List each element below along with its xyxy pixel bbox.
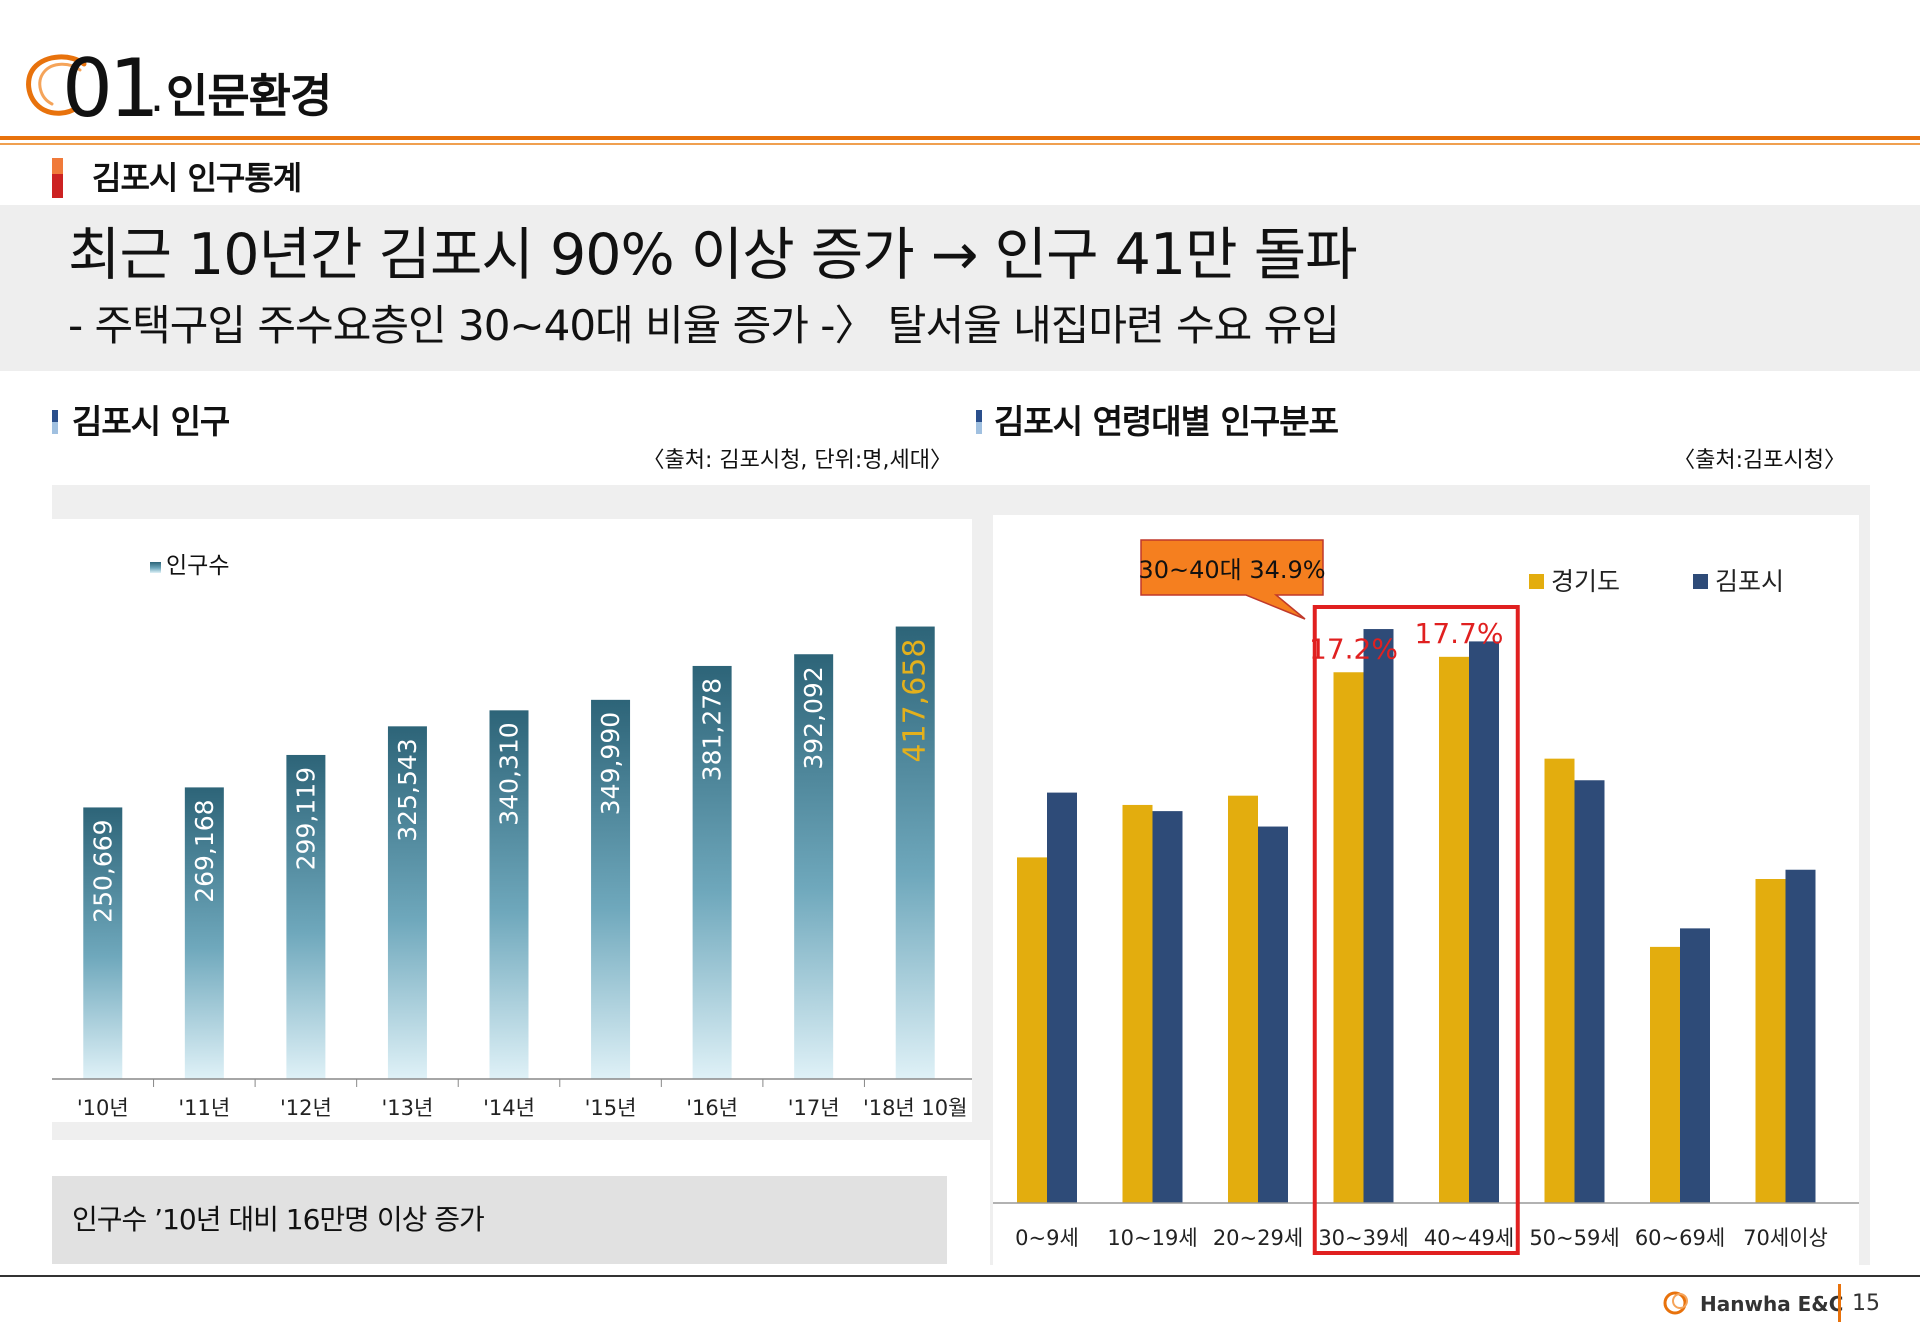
bar-value-label: 269,168	[190, 799, 219, 902]
right-panel-title: 김포시 연령대별 인구분포	[994, 402, 1339, 441]
legend-label: 김포시	[1715, 567, 1784, 596]
chart-frame	[972, 485, 990, 1140]
age-bar-gyeonggi	[1333, 672, 1364, 1203]
chart-frame	[52, 1122, 990, 1140]
population-bar	[489, 710, 529, 1079]
age-bar-gimpo	[1363, 629, 1394, 1203]
bar-value-label: 250,669	[88, 819, 117, 922]
x-tick-label: '16년	[686, 1096, 738, 1120]
value-annotation: 17.2%	[1309, 632, 1398, 665]
legend-swatch	[1529, 574, 1544, 589]
panel-marker-lower	[976, 422, 982, 434]
sub-heading: 김포시 인구통계	[92, 159, 302, 197]
headline-subline: - 주택구입 주수요층인 30~40대 비율 증가 -〉 탈서울 내집마련 수요…	[68, 301, 1340, 350]
age-bar-gyeonggi	[1228, 795, 1258, 1203]
bar-value-label: 417,658	[898, 639, 933, 763]
x-tick-label: '12년	[280, 1096, 332, 1120]
x-tick-label: '11년	[178, 1096, 230, 1120]
section-number: 01	[62, 42, 160, 135]
age-distribution-chart: 경기도 김포시 0~9세 10~19세 20~29세 30~39세 40~49세 50~59…	[993, 515, 1859, 1265]
panel-marker-lower	[52, 422, 58, 434]
age-bar-gimpo	[1469, 641, 1499, 1203]
age-bar-gyeonggi	[1439, 656, 1469, 1203]
section-dot: .	[150, 71, 164, 122]
population-bar	[286, 754, 326, 1079]
x-tick-label: '13년	[382, 1096, 434, 1120]
population-bar-chart: 인구수 250,669 269,168 299,119 325,543 340,310 3…	[52, 519, 972, 1122]
age-bar-gyeonggi	[1122, 804, 1153, 1203]
population-bar	[387, 726, 427, 1079]
age-bar-gyeonggi	[1755, 879, 1786, 1203]
age-bar-gyeonggi	[1017, 857, 1047, 1203]
callout-label: 30~40대 34.9%	[1138, 556, 1325, 584]
x-tick-label: '17년	[788, 1096, 840, 1120]
bar-value-label: 299,119	[291, 767, 320, 870]
chart-legend: 인구수	[150, 553, 229, 579]
panel-marker	[52, 410, 58, 422]
x-tick-label: 0~9세	[1015, 1226, 1079, 1250]
right-panel-source: 〈출처:김포시청〉	[1673, 448, 1846, 473]
x-tick-label: '10년	[77, 1096, 129, 1120]
highlight-box	[1312, 605, 1520, 1255]
age-bar-gimpo	[1574, 780, 1605, 1203]
bar-value-label: 349,990	[596, 712, 625, 815]
population-bar	[83, 807, 123, 1079]
bar-value-label: 325,543	[393, 738, 422, 841]
population-bar	[794, 654, 834, 1079]
x-tick-label: 20~29세	[1213, 1226, 1303, 1250]
sub-heading-marker	[52, 158, 63, 174]
age-bar-gimpo	[1152, 811, 1183, 1203]
bar-value-label: 392,092	[799, 666, 828, 769]
section-title: 인문환경	[166, 69, 332, 123]
panel-marker	[976, 410, 982, 422]
population-bar	[895, 626, 935, 1079]
footer-brand: Hanwha E&C	[1700, 1292, 1844, 1316]
header-rule-thin	[0, 143, 1920, 145]
callout-box	[1140, 539, 1324, 620]
bar-value-label: 340,310	[495, 722, 524, 825]
sub-heading-marker-lower	[52, 174, 63, 198]
age-bar-gimpo	[1047, 792, 1077, 1203]
population-bar	[184, 787, 224, 1079]
age-bar-gyeonggi	[1544, 758, 1575, 1203]
headline-banner	[0, 205, 1920, 371]
x-tick-label: 70세이상	[1743, 1226, 1828, 1250]
value-annotation: 17.7%	[1415, 617, 1504, 650]
x-tick-label: 10~19세	[1107, 1226, 1197, 1250]
footer-divider	[1838, 1284, 1841, 1322]
population-bar	[591, 699, 631, 1079]
population-bar	[692, 665, 732, 1079]
legend-swatch	[1693, 574, 1708, 589]
age-bar-gimpo	[1258, 826, 1288, 1203]
age-bar-gimpo	[1680, 928, 1710, 1203]
age-bar-gyeonggi	[1650, 946, 1680, 1203]
x-tick-label: '18년 10월	[863, 1096, 968, 1120]
hanwha-logo-icon	[1663, 1291, 1688, 1315]
legend-label: 경기도	[1551, 567, 1620, 596]
footer-rule	[0, 1275, 1920, 1277]
x-tick-label: '15년	[585, 1096, 637, 1120]
legend-swatch	[150, 562, 161, 573]
x-tick-label: 40~49세	[1424, 1226, 1514, 1250]
x-tick-label: 50~59세	[1529, 1226, 1619, 1250]
age-bar-gimpo	[1785, 869, 1816, 1203]
x-tick-label: 30~39세	[1318, 1226, 1408, 1250]
chart-frame	[52, 485, 972, 519]
note-text: 인구수 ’10년 대비 16만명 이상 증가	[72, 1203, 485, 1236]
legend-label: 인구수	[166, 553, 229, 579]
headline: 최근 10년간 김포시 90% 이상 증가 → 인구 41만 돌파	[68, 222, 1358, 288]
bar-value-label: 381,278	[698, 678, 727, 781]
x-tick-label: 60~69세	[1635, 1226, 1725, 1250]
header-rule	[0, 136, 1920, 140]
left-panel-title: 김포시 인구	[72, 402, 230, 441]
logo-ring-icon	[26, 54, 87, 116]
x-tick-label: '14년	[483, 1096, 535, 1120]
page-number: 15	[1852, 1291, 1880, 1316]
note-box	[52, 1176, 947, 1264]
left-panel-source: 〈출처: 김포시청, 단위:명,세대〉	[642, 448, 952, 473]
